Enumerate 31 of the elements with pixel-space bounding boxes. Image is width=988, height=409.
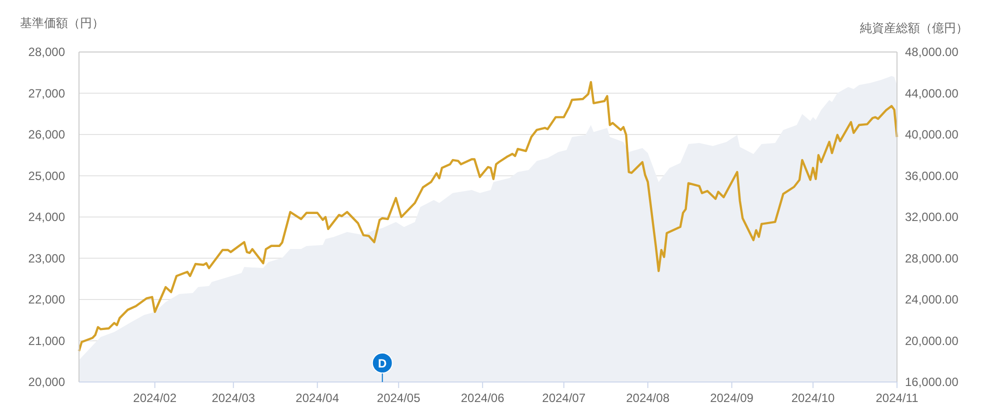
y-axis-title: 基準価額（円） [20,16,104,30]
y2-tick-label: 28,000.00 [905,251,959,266]
y2-tick-label: 20,000.00 [905,334,959,348]
y-tick-label: 22,000 [28,292,66,306]
y2-tick-label: 48,000.00 [905,45,959,59]
x-tick-label: 2024/08 [626,391,670,405]
x-tick-label: 2024/06 [460,391,505,405]
x-tick-label: 2024/05 [376,391,421,405]
y-tick-label: 25,000 [28,168,66,183]
y2-tick-label: 32,000.00 [905,210,959,224]
y2-tick-label: 44,000.00 [905,86,959,100]
y-tick-label: 21,000 [28,334,66,348]
y-tick-label: 20,000 [28,375,66,389]
y-tick-label: 27,000 [28,86,66,100]
y2-tick-label: 36,000.00 [905,168,959,183]
y-tick-label: 23,000 [28,251,66,266]
x-tick-label: 2024/03 [212,391,256,405]
y2-axis-title: 純資産総額（億円） [860,21,968,35]
y2-tick-label: 40,000.00 [905,128,959,142]
y-tick-label: 24,000 [28,210,66,224]
y2-tick-label: 24,000.00 [905,292,959,306]
y2-tick-label: 16,000.00 [905,375,959,389]
x-tick-label: 2024/04 [296,391,340,405]
annotation: D [378,356,388,370]
x-tick-label: 2024/02 [133,391,177,405]
x-tick-label: 2024/07 [542,391,586,405]
y-tick-label: 26,000 [28,128,66,142]
x-tick-label: 2024/09 [710,391,754,405]
x-tick-label: 2024/11 [876,391,919,405]
x-tick-label: 2024/10 [791,391,836,405]
y-tick-label: 28,000 [28,45,66,59]
